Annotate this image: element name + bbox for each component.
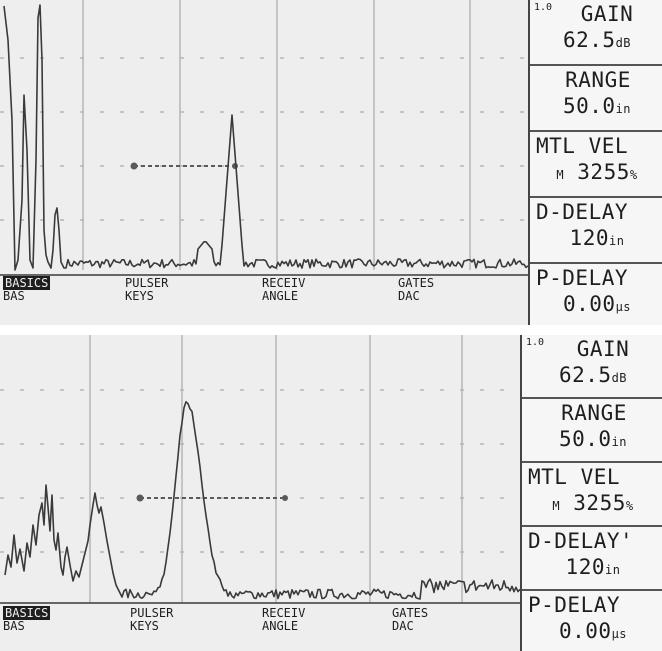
d-delay-param[interactable]: D-DELAY' 120in	[522, 527, 662, 591]
mtl-vel-label: MTL VEL	[528, 465, 660, 489]
d-delay-param[interactable]: D-DELAY 120in	[530, 198, 662, 264]
p-delay-label: P-DELAY	[528, 593, 660, 617]
d-delay-value: 120in	[526, 555, 660, 582]
gain-label: GAIN	[536, 2, 660, 26]
gain-value: 62.5dB	[526, 363, 660, 390]
mtl-vel-label: MTL VEL	[536, 134, 660, 158]
a-scan-plot	[0, 335, 520, 651]
grid-lines	[0, 335, 520, 603]
grid-lines	[0, 0, 528, 270]
range-value: 50.0in	[526, 427, 660, 454]
menu-receiver[interactable]: RECEIV ANGLE	[262, 607, 305, 632]
menu-receiver[interactable]: RECEIV ANGLE	[262, 277, 305, 302]
a-scan-display-bottom	[0, 335, 520, 651]
menu-pulser[interactable]: PULSER KEYS	[130, 607, 173, 632]
function-menu-bar: BASICS BAS PULSER KEYS RECEIV ANGLE GATE…	[0, 605, 520, 643]
menu-gates[interactable]: GATES DAC	[398, 277, 434, 302]
mtl-vel-value: M 3255%	[526, 491, 660, 518]
p-delay-value: 0.00μs	[526, 619, 660, 646]
p-delay-param[interactable]: P-DELAY 0.00μs	[530, 264, 662, 325]
mtl-vel-value: M 3255%	[534, 160, 660, 187]
menu-basics[interactable]: BASICS BAS	[3, 277, 50, 302]
d-delay-value: 120in	[534, 226, 660, 253]
gain-label: GAIN	[528, 337, 660, 361]
p-delay-value: 0.00μs	[534, 292, 660, 319]
gain-value: 62.5dB	[534, 28, 660, 55]
gain-param[interactable]: 1.0 GAIN 62.5dB	[530, 0, 662, 66]
parameter-panel-top: 1.0 GAIN 62.5dB RANGE 50.0in MTL VEL M 3…	[528, 0, 662, 325]
d-delay-label: D-DELAY	[536, 200, 660, 224]
menu-gates[interactable]: GATES DAC	[392, 607, 428, 632]
ut-screen-top: BASICS BAS PULSER KEYS RECEIV ANGLE GATE…	[0, 0, 662, 325]
echo-trace	[5, 402, 520, 599]
range-param[interactable]: RANGE 50.0in	[530, 66, 662, 132]
gain-param[interactable]: 1.0 GAIN 62.5dB	[522, 335, 662, 399]
function-menu-bar: BASICS BAS PULSER KEYS RECEIV ANGLE GATE…	[0, 275, 528, 313]
mtl-vel-param[interactable]: MTL VEL M 3255%	[530, 132, 662, 198]
gate-end-dot	[282, 495, 288, 501]
range-param[interactable]: RANGE 50.0in	[522, 399, 662, 463]
menu-pulser[interactable]: PULSER KEYS	[125, 277, 168, 302]
ut-screen-bottom: BASICS BAS PULSER KEYS RECEIV ANGLE GATE…	[0, 335, 662, 651]
mtl-vel-param[interactable]: MTL VEL M 3255%	[522, 463, 662, 527]
range-label: RANGE	[536, 68, 660, 92]
gate-marker	[137, 495, 289, 502]
range-label: RANGE	[528, 401, 660, 425]
d-delay-label: D-DELAY'	[528, 529, 660, 553]
p-delay-param[interactable]: P-DELAY 0.00μs	[522, 591, 662, 651]
parameter-panel-bottom: 1.0 GAIN 62.5dB RANGE 50.0in MTL VEL M 3…	[520, 335, 662, 651]
gate-marker	[131, 163, 239, 170]
menu-basics[interactable]: BASICS BAS	[3, 607, 50, 632]
range-value: 50.0in	[534, 94, 660, 121]
p-delay-label: P-DELAY	[536, 266, 660, 290]
